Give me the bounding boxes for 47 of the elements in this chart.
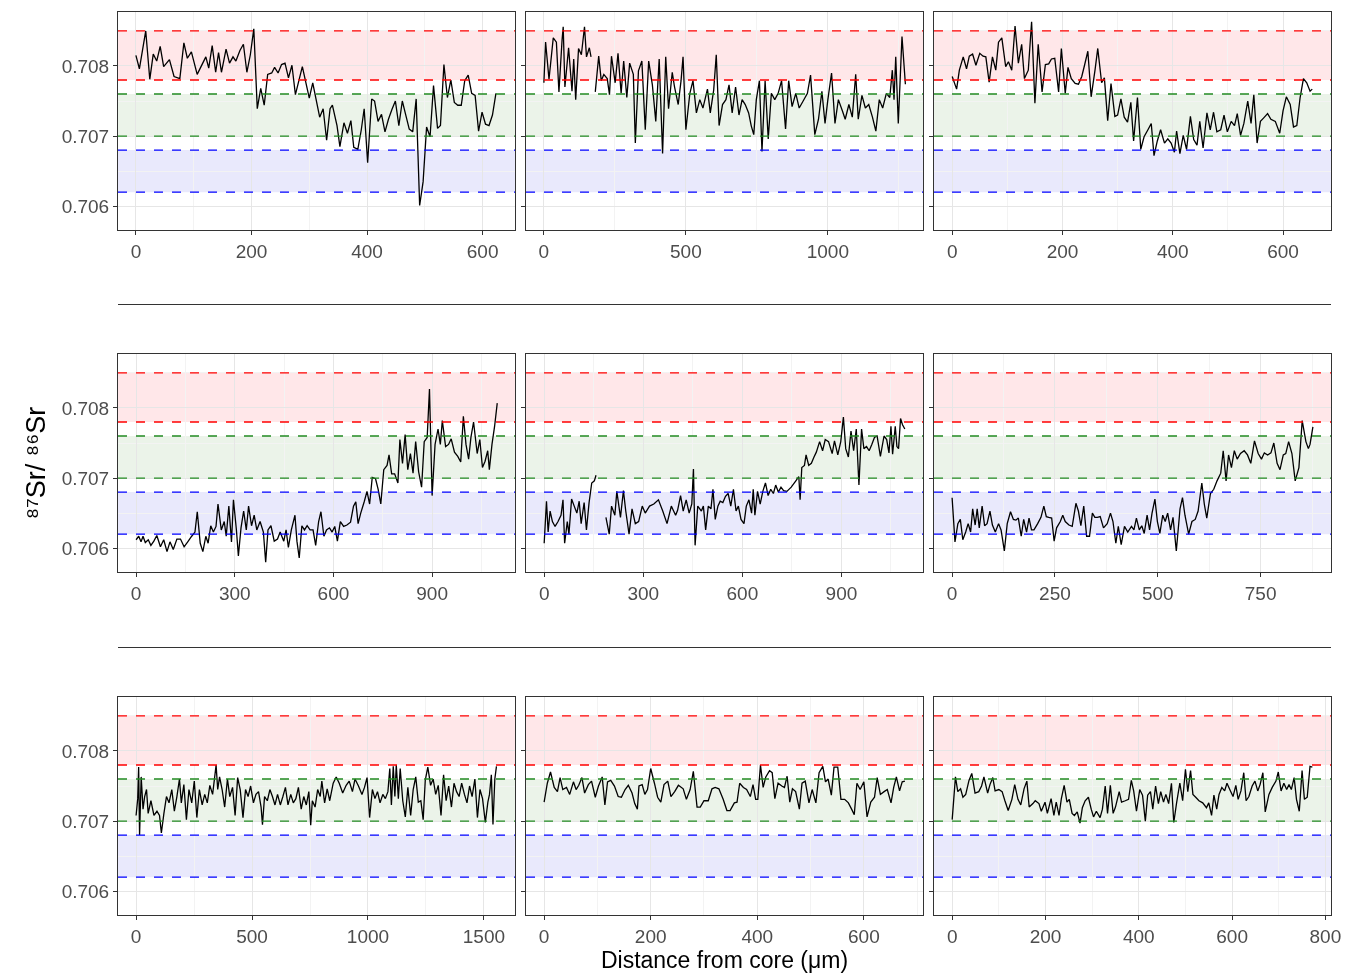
x-tick-label: 200 bbox=[634, 925, 667, 947]
x-axis-title: Distance from core (μm) bbox=[600, 947, 849, 974]
x-tick-label: 0 bbox=[538, 240, 550, 262]
y-tick-label: 0.706 bbox=[61, 880, 110, 902]
x-tick-label: 400 bbox=[1156, 240, 1189, 262]
x-tick-label: 200 bbox=[1046, 240, 1079, 262]
x-tick-label: 300 bbox=[218, 582, 251, 604]
x-tick-label: 1000 bbox=[806, 240, 850, 262]
x-tick-label: 500 bbox=[670, 240, 702, 262]
y-tick-label: 0.707 bbox=[61, 810, 110, 832]
x-tick-label: 400 bbox=[351, 240, 383, 262]
x-tick-label: 400 bbox=[1122, 925, 1155, 947]
x-tick-label: 0 bbox=[130, 240, 142, 262]
y-tick-label: 0.708 bbox=[61, 55, 110, 77]
y-tick-label: 0.708 bbox=[61, 397, 110, 419]
y-tick-label: 0.707 bbox=[61, 125, 110, 147]
x-tick-label: 400 bbox=[741, 925, 774, 947]
y-tick-label: 0.708 bbox=[61, 740, 110, 762]
x-tick-label: 200 bbox=[1029, 925, 1062, 947]
x-tick-label: 600 bbox=[848, 925, 880, 947]
y-tick-label: 0.706 bbox=[61, 195, 110, 217]
x-tick-label: 750 bbox=[1244, 582, 1277, 604]
x-tick-label: 1500 bbox=[462, 925, 506, 947]
x-tick-label: 0 bbox=[538, 925, 550, 947]
x-tick-label: 0 bbox=[946, 240, 958, 262]
x-tick-label: 1000 bbox=[346, 925, 390, 947]
y-tick-label: 0.706 bbox=[61, 537, 110, 559]
y-tick-label: 0.707 bbox=[61, 467, 110, 489]
x-tick-label: 250 bbox=[1039, 582, 1071, 604]
x-tick-label: 500 bbox=[1141, 582, 1174, 604]
x-tick-label: 600 bbox=[317, 582, 350, 604]
x-tick-label: 900 bbox=[825, 582, 858, 604]
x-tick-label: 200 bbox=[235, 240, 268, 262]
x-tick-label: 600 bbox=[1267, 240, 1299, 262]
x-tick-label: 0 bbox=[130, 582, 142, 604]
x-tick-label: 800 bbox=[1309, 925, 1342, 947]
x-tick-label: 900 bbox=[416, 582, 448, 604]
x-tick-label: 0 bbox=[130, 925, 142, 947]
x-tick-label: 300 bbox=[627, 582, 660, 604]
x-tick-label: 600 bbox=[1216, 925, 1248, 947]
x-tick-label: 0 bbox=[538, 582, 550, 604]
y-axis-title: ⁸⁷Sr/ ⁸⁶Sr bbox=[20, 406, 51, 520]
x-tick-label: 600 bbox=[466, 240, 499, 262]
x-tick-label: 0 bbox=[946, 582, 958, 604]
x-tick-label: 600 bbox=[726, 582, 759, 604]
x-tick-label: 500 bbox=[236, 925, 268, 947]
x-tick-label: 0 bbox=[946, 925, 958, 947]
